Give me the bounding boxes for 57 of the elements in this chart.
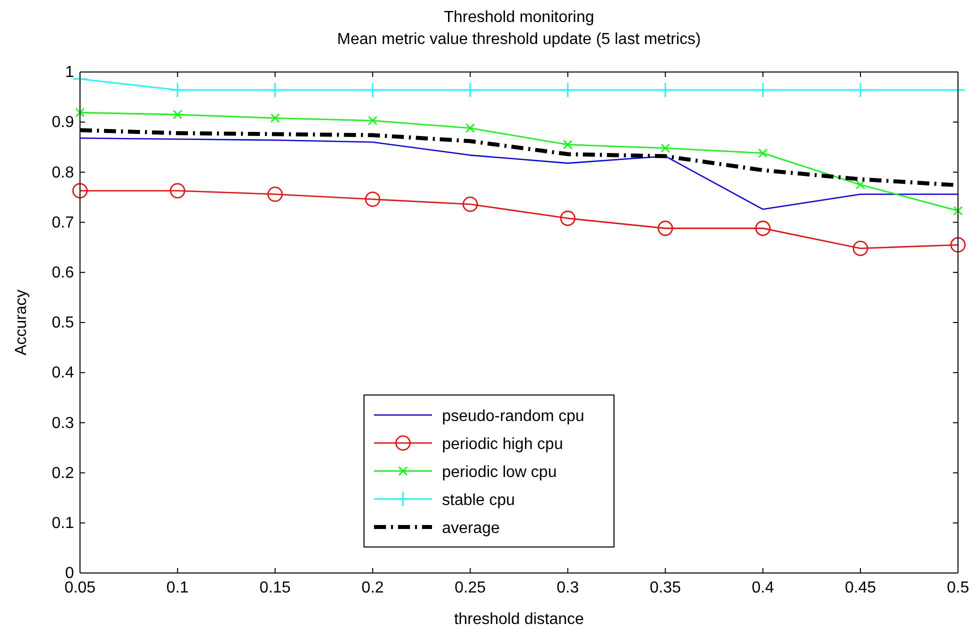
x-tick-label: 0.35 — [650, 579, 682, 596]
point — [755, 82, 771, 98]
chart-subtitle: Mean metric value threshold update (5 last metrics) — [337, 31, 701, 48]
point — [950, 237, 966, 252]
y-tick-label: 0.1 — [52, 515, 74, 532]
point — [563, 140, 572, 150]
legend-label: periodic high cpu — [442, 436, 563, 453]
chart-title: Threshold monitoring — [444, 9, 594, 26]
legend-label: pseudo-random cpu — [442, 408, 584, 425]
x-tick-label: 0.2 — [362, 579, 384, 596]
x-tick-label: 0.45 — [844, 579, 876, 596]
y-axis-title: Accuracy — [13, 290, 30, 356]
point — [172, 110, 182, 120]
legend-label: periodic low cpu — [442, 464, 557, 481]
point — [953, 206, 963, 216]
x-tick-label: 0.3 — [556, 579, 579, 596]
point — [365, 192, 380, 207]
point — [658, 82, 673, 98]
y-tick-label: 0.8 — [52, 164, 74, 182]
point — [170, 183, 186, 198]
x-tick-label: 0.4 — [752, 579, 774, 596]
point — [170, 82, 186, 98]
y-tick-label: 1 — [65, 64, 74, 82]
point — [72, 183, 88, 198]
point — [755, 220, 771, 236]
x-tick-label: 0.15 — [260, 579, 291, 596]
point — [270, 113, 280, 123]
point — [560, 82, 576, 98]
y-tick-label: 0.4 — [52, 364, 74, 382]
x-axis-title: threshold distance — [454, 611, 584, 628]
line-series — [79, 137, 959, 210]
point — [368, 116, 378, 126]
point — [462, 196, 478, 212]
point — [758, 148, 768, 158]
point — [466, 123, 475, 133]
point — [852, 82, 868, 98]
legend-label: stable cpu — [442, 492, 515, 509]
point — [660, 144, 670, 153]
y-tick-label: 0.5 — [52, 314, 74, 332]
point — [560, 210, 576, 226]
x-tick-label: 0.25 — [454, 579, 486, 596]
point — [852, 240, 868, 256]
y-tick-label: 0.3 — [52, 414, 74, 432]
point — [462, 82, 478, 98]
point — [75, 108, 85, 118]
x-tick-label: 0.5 — [946, 579, 970, 596]
point — [856, 180, 866, 190]
point — [658, 220, 673, 236]
x-tick-label: 0.1 — [166, 579, 189, 596]
point — [267, 186, 283, 202]
y-tick-label: 0.2 — [52, 464, 74, 482]
y-tick-label: 0.9 — [52, 114, 74, 132]
legend-label: average — [442, 520, 500, 537]
point — [267, 82, 283, 98]
point — [365, 82, 380, 98]
y-tick-label: 0.7 — [52, 214, 74, 232]
y-tick-label: 0.6 — [52, 264, 74, 282]
